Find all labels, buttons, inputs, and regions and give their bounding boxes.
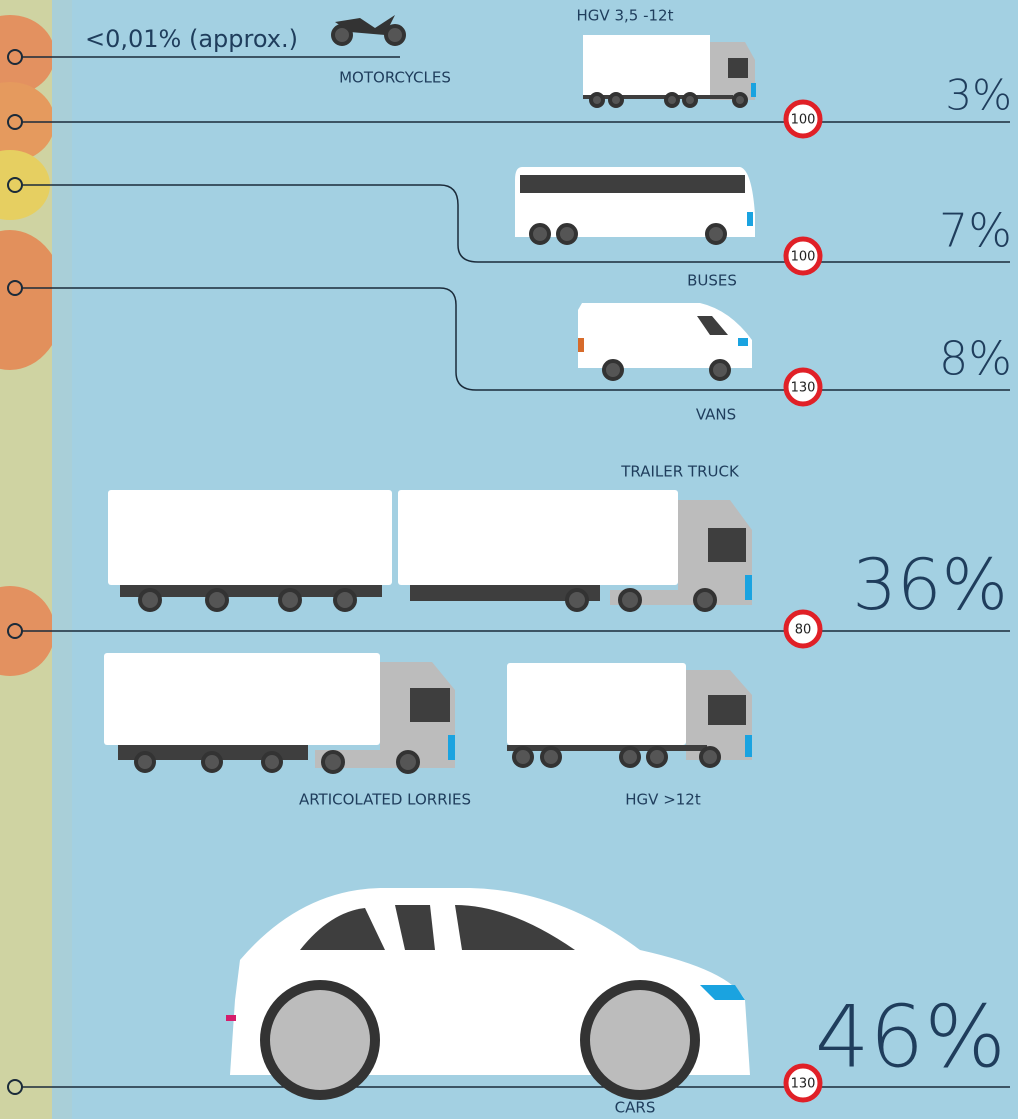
trailer-truck-icon-part — [398, 490, 678, 585]
hgv-icon-part — [507, 663, 686, 745]
hgv-icon-part — [507, 745, 707, 751]
speed-limit: 100 — [791, 250, 816, 265]
van-icon — [578, 303, 752, 379]
trailer-truck-icon-part — [335, 590, 355, 610]
lorry-icon-part — [263, 753, 281, 771]
hgv-icon-part — [621, 748, 639, 766]
label: HGV 3,5 -12t — [577, 7, 674, 25]
truck-icon-part — [610, 94, 622, 106]
infographic: <0,01% (approx.) MOTORCYCLES HGV 3,5 -12… — [0, 0, 1018, 1119]
speed-limit: 130 — [791, 381, 816, 396]
truck-icon-part — [591, 94, 603, 106]
truck-icon-part — [666, 94, 678, 106]
trailer-truck-icon — [108, 490, 752, 610]
van-icon-part — [738, 338, 748, 346]
hgv-icon-part — [701, 748, 719, 766]
speed-limit: 130 — [791, 1077, 816, 1092]
bus-icon-part — [531, 225, 549, 243]
trailer-truck-icon-part — [207, 590, 227, 610]
van-icon-part — [604, 361, 622, 379]
bus-icon-part — [747, 212, 753, 226]
speed-sign: 130 — [786, 370, 820, 404]
car-icon-part — [226, 1015, 236, 1021]
speed-sign: 100 — [786, 102, 820, 136]
label: TRAILER TRUCK — [620, 463, 740, 481]
truck-icon-part — [583, 35, 710, 95]
hgv-icon-part — [708, 695, 746, 725]
hgv-icon — [507, 663, 752, 766]
share: 7% — [939, 204, 1012, 258]
truck-icon-part — [751, 83, 756, 97]
label: ARTICOLATED LORRIES — [299, 791, 471, 809]
lorry-icon — [104, 653, 455, 772]
share: <0,01% (approx.) — [85, 25, 298, 53]
label: MOTORCYCLES — [339, 69, 451, 87]
share: 46% — [815, 988, 1006, 1088]
share: 8% — [939, 332, 1012, 386]
truck-icon-part — [684, 94, 696, 106]
lorry-icon-part — [398, 752, 418, 772]
hgv-icon-part — [542, 748, 560, 766]
trailer-truck-icon-part — [620, 590, 640, 610]
truck-icon — [583, 35, 756, 106]
trailer-truck-icon-part — [708, 528, 746, 562]
trailer-truck-icon-part — [567, 590, 587, 610]
label: BUSES — [687, 272, 737, 290]
label: CARS — [615, 1099, 656, 1117]
truck-icon-part — [734, 94, 746, 106]
lorry-icon-part — [104, 653, 380, 745]
trailer-truck-icon-part — [108, 490, 392, 585]
bus-icon-part — [558, 225, 576, 243]
share: 3% — [945, 71, 1012, 120]
motorcycle-icon-part — [386, 26, 404, 44]
left-band-part — [52, 0, 72, 1119]
share: 36% — [852, 544, 1008, 626]
trailer-truck-icon-part — [695, 590, 715, 610]
bus-icon-part — [707, 225, 725, 243]
lorry-icon-part — [136, 753, 154, 771]
lorry-icon-part — [410, 688, 450, 722]
hgv-icon-part — [514, 748, 532, 766]
van-icon-part — [711, 361, 729, 379]
label: VANS — [696, 406, 736, 424]
lorry-icon-part — [448, 735, 455, 760]
truck-icon-part — [728, 58, 748, 78]
lorry-icon-part — [323, 752, 343, 772]
trailer-truck-icon-part — [280, 590, 300, 610]
hgv-icon-part — [745, 735, 752, 757]
trailer-truck-icon-part — [140, 590, 160, 610]
bus-icon-part — [520, 175, 745, 193]
lorry-icon-part — [203, 753, 221, 771]
trailer-truck-icon-part — [745, 575, 752, 600]
speed-limit: 80 — [795, 623, 812, 638]
speed-sign: 100 — [786, 239, 820, 273]
hgv-icon-part — [648, 748, 666, 766]
van-icon-part — [578, 338, 584, 352]
speed-sign: 80 — [786, 612, 820, 646]
truck-icon-part — [583, 95, 733, 99]
bus-icon — [515, 167, 755, 243]
speed-limit: 100 — [791, 113, 816, 128]
car-icon-part — [265, 985, 375, 1095]
label: HGV >12t — [625, 791, 701, 809]
car-icon-part — [585, 985, 695, 1095]
